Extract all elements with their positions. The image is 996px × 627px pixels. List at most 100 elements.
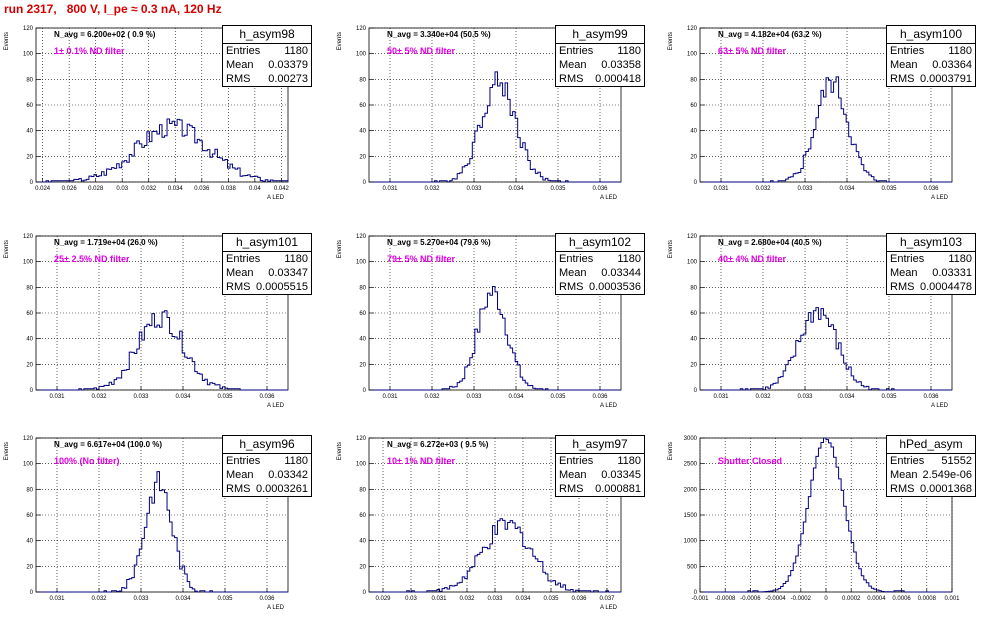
y-tick-label: 20 [26, 564, 33, 570]
y-tick-label: 60 [359, 103, 366, 109]
filter-label: 79± 5% ND filter [387, 254, 455, 264]
y-tick-label: 3000 [684, 436, 698, 442]
stats-value: 0.0005515 [256, 281, 308, 293]
stats-key: Mean [890, 59, 918, 71]
x-tick-label: 0.033 [797, 394, 813, 400]
histogram-name: h_asym99 [556, 26, 644, 44]
x-tick-label: 0.035 [217, 394, 233, 400]
y-tick-label: 60 [26, 311, 33, 317]
histogram-panel: 0.024 0.026 0.028 0.03 0.032 0.034 0.036 0.038 0… [0, 22, 320, 217]
y-tick-label: 0 [30, 388, 34, 394]
y-tick-label: 40 [26, 337, 33, 343]
y-tick-label: 0 [694, 590, 698, 596]
x-tick-label: 0.031 [49, 394, 65, 400]
stats-value: 1180 [617, 253, 641, 265]
n-avg-label: N_avg = 2.680e+04 (40.5 %) [718, 238, 822, 247]
x-tick-label: 0.0006 [892, 596, 911, 602]
x-tick-label: 0.033 [133, 596, 149, 602]
stats-row-rms: RMS 0.0003536 [556, 280, 644, 294]
x-tick-label: 0.031 [382, 186, 398, 192]
stats-key: Entries [890, 45, 925, 57]
y-tick-label: 20 [359, 564, 366, 570]
x-tick-label: -0.0008 [715, 596, 736, 602]
stats-value: 0.00273 [268, 73, 308, 85]
y-tick-label: 20 [26, 154, 33, 160]
histogram-name: h_asym96 [223, 436, 311, 454]
x-tick-label: 0.0002 [842, 596, 861, 602]
x-tick-label: -0.0002 [791, 596, 812, 602]
y-tick-label: 40 [26, 539, 33, 545]
x-tick-label: 0.034 [175, 394, 191, 400]
histogram-name: h_asym103 [887, 234, 975, 252]
x-tick-label: 0 [824, 596, 828, 602]
x-tick-label: 0.001 [944, 596, 960, 602]
stats-row-mean: Mean 0.03344 [556, 266, 644, 280]
histogram-series [369, 71, 621, 183]
stats-box: h_asym103 Entries 1180 Mean 0.03331 RMS 0.0004… [886, 233, 976, 295]
x-tick-label: 0.042 [274, 186, 290, 192]
y-tick-label: 0 [363, 180, 367, 186]
stats-value: 1180 [284, 45, 308, 57]
x-tick-label: 0.034 [175, 596, 191, 602]
x-tick-label: 0.034 [508, 186, 524, 192]
y-axis-title: Events [337, 240, 343, 258]
x-axis-title: A LED [600, 403, 618, 409]
y-tick-label: 60 [26, 103, 33, 109]
y-tick-label: 40 [359, 337, 366, 343]
y-tick-label: 100 [687, 52, 698, 58]
stats-value: 0.03331 [932, 267, 972, 279]
x-tick-label: 0.032 [141, 186, 157, 192]
y-axis-title: Events [668, 240, 674, 258]
x-tick-label: 0.036 [923, 186, 939, 192]
x-tick-label: 0.031 [713, 394, 729, 400]
x-tick-label: 0.032 [424, 394, 440, 400]
stats-value: 0.000881 [595, 483, 641, 495]
x-axis-title: A LED [267, 195, 285, 201]
y-tick-label: 0 [30, 590, 34, 596]
stats-key: Entries [559, 45, 594, 57]
x-tick-label: 0.038 [221, 186, 237, 192]
x-axis-title: A LED [931, 195, 949, 201]
x-tick-label: 0.035 [881, 394, 897, 400]
y-tick-label: 80 [26, 487, 33, 493]
filter-label: 1± 0.1% ND filter [54, 46, 125, 56]
x-tick-label: 0.031 [382, 394, 398, 400]
y-tick-label: 60 [690, 311, 697, 317]
stats-row-rms: RMS 0.0005515 [223, 280, 311, 294]
x-tick-label: 0.033 [133, 394, 149, 400]
n-avg-label: N_avg = 6.200e+02 ( 0.9 %) [54, 30, 156, 39]
y-tick-label: 2500 [684, 462, 698, 468]
x-tick-label: 0.032 [755, 394, 771, 400]
y-tick-label: 120 [23, 436, 34, 442]
histogram-panel: 0.031 0.032 0.033 0.034 0.035 0.036 0 20 40 60 80 1… [0, 432, 320, 627]
stats-value: 1180 [284, 253, 308, 265]
x-tick-label: 0.032 [91, 596, 107, 602]
y-tick-label: 60 [690, 103, 697, 109]
stats-row-rms: RMS 0.0003261 [223, 482, 311, 496]
x-tick-label: 0.035 [881, 186, 897, 192]
stats-value: 0.03344 [601, 267, 641, 279]
stats-row-mean: Mean 0.03358 [556, 58, 644, 72]
y-tick-label: 1500 [684, 513, 698, 519]
stats-value: 0.0003536 [589, 281, 641, 293]
x-tick-label: 0.032 [755, 186, 771, 192]
stats-key: Entries [226, 455, 261, 467]
histogram-svg: 0.031 0.032 0.033 0.034 0.035 0.036 0 20 40 60 80 1… [337, 26, 622, 201]
histogram-series [700, 76, 952, 183]
histogram-panel: -0.001 -0.0008 -0.0006 -0.0004 -0.0002 0 0.000… [664, 432, 984, 627]
histogram-name: h_asym100 [887, 26, 975, 44]
stats-box: h_asym97 Entries 1180 Mean 0.03345 RMS 0.00088… [555, 435, 645, 497]
x-tick-label: 0.032 [459, 596, 475, 602]
y-tick-label: 40 [359, 539, 366, 545]
x-tick-label: 0.035 [550, 394, 566, 400]
x-tick-label: 0.04 [249, 186, 261, 192]
x-axis-title: A LED [600, 195, 618, 201]
stats-value: 1180 [617, 455, 641, 467]
stats-row-entries: Entries 1180 [887, 252, 975, 266]
stats-row-mean: Mean 0.03342 [223, 468, 311, 482]
y-tick-label: 500 [687, 564, 698, 570]
stats-row-mean: Mean 0.03331 [887, 266, 975, 280]
stats-key: Entries [226, 253, 261, 265]
x-tick-label: 0.036 [259, 596, 275, 602]
x-axis-title: A LED [600, 605, 618, 611]
